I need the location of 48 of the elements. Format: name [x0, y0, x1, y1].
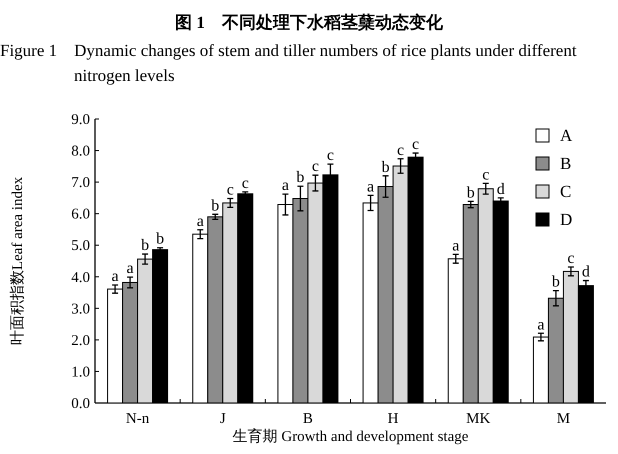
data-label: a [196, 212, 204, 230]
data-label: c [242, 174, 249, 192]
y-tick-label: 1.0 [71, 364, 90, 380]
y-tick-label: 6.0 [71, 206, 90, 223]
y-tick-label: 7.0 [71, 175, 90, 192]
y-tick-label: 8.0 [71, 144, 90, 160]
legend-label: A [560, 126, 573, 145]
data-label: c [412, 136, 420, 154]
data-label: c [326, 147, 334, 164]
data-label: b [141, 237, 150, 254]
data-label: b [466, 184, 475, 202]
y-tick-label: 2.0 [71, 332, 90, 349]
x-tick-label: B [302, 411, 313, 427]
y-tick-label: 5.0 [71, 238, 90, 254]
x-tick-label: J [220, 411, 226, 427]
data-label: b [211, 197, 220, 214]
y-tick-label: 9.0 [71, 112, 90, 128]
y-axis-title: 叶面积指数Leaf area index [9, 176, 26, 346]
y-tick-label: 4.0 [71, 270, 90, 286]
x-tick-label: N-n [126, 411, 150, 427]
data-label: a [112, 268, 119, 285]
x-axis-title: 生育期 Growth and development stage [232, 428, 469, 445]
x-tick-label: MK [466, 411, 490, 427]
data-label: b [382, 158, 390, 176]
y-tick-label: 0.0 [71, 396, 90, 412]
data-label: b [552, 274, 560, 291]
legend-label: C [560, 182, 572, 201]
x-tick-label: M [556, 411, 570, 427]
chart-subtitle: Figure 1 Dynamic changes of stem and tiller numbers of rice plants under different nitrogen levels [0, 41, 577, 85]
data-label: d [496, 180, 505, 198]
data-label: b [156, 230, 164, 248]
data-label: c [312, 158, 319, 176]
data-label: c [567, 250, 574, 267]
data-label: a [452, 237, 460, 254]
data-label: c [482, 166, 490, 184]
data-label: c [397, 142, 404, 159]
data-label: a [537, 316, 544, 334]
legend-label: B [560, 154, 572, 173]
data-label: d [582, 264, 590, 281]
data-label: a [282, 177, 289, 194]
chart-title: 图 1 不同处理下水稻茎蘖动态变化 [175, 13, 444, 32]
data-label: b [296, 169, 304, 186]
legend-label: D [560, 210, 572, 229]
x-tick-label: H [388, 411, 399, 427]
data-label: a [126, 260, 134, 278]
y-tick-label: 3.0 [71, 301, 90, 318]
data-label: a [367, 178, 374, 196]
data-label: c [226, 182, 234, 199]
